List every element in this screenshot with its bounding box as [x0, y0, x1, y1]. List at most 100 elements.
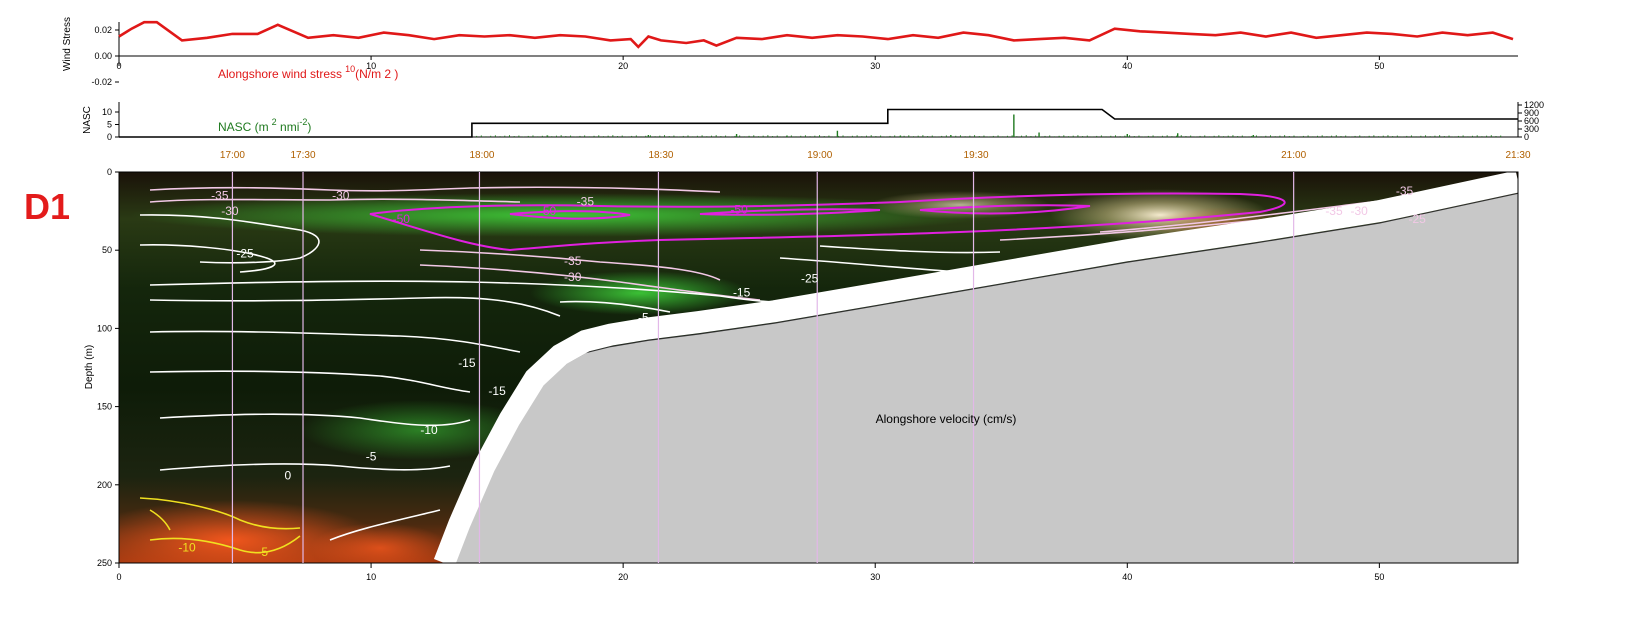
depth-tick-label: 0 [107, 167, 112, 177]
nasc-annotation-sup1: 2 [272, 117, 277, 127]
nasc-right-tick-label: 900 [1524, 108, 1539, 118]
nasc-right-tick-label: 600 [1524, 116, 1539, 126]
section-y-label: Depth (m) [84, 345, 95, 389]
contour-label: -50 [539, 204, 557, 218]
wind-annotation: Alongshore wind stress 10(N/m 2 ) [218, 64, 398, 81]
nasc-annotation-sup2: -2 [299, 117, 307, 127]
nasc-right-tick-label: 1200 [1524, 100, 1544, 110]
vertical-markers [231, 172, 1295, 563]
contour-magenta-4 [919, 204, 1091, 215]
section-frame [118, 171, 1519, 564]
nasc-y-tick-label: 0 [107, 132, 112, 142]
contour-white-2 [139, 244, 276, 273]
wind-x-tick-label: 30 [870, 61, 880, 71]
distance-tick-label: 50 [1374, 572, 1384, 582]
seafloor-white-band [433, 172, 1518, 563]
distance-tick-label: 30 [870, 572, 880, 582]
contour-labels: -35 -30-30-25-35-50-50 -50-35-30 -25-20-15-… [178, 184, 1426, 559]
time-labels: 17:00 17:30 18:00 18:30 19:00 19:30 21:00 21:30 [220, 150, 1531, 161]
nasc-annotation-mid: nmi [277, 120, 300, 134]
contour-white-3 [149, 280, 841, 304]
contour-label: -10 [420, 423, 438, 437]
panel-label: D1 [24, 186, 71, 227]
nasc-annotation-label: NASC (m [218, 120, 269, 134]
contour-label: -25 [801, 271, 819, 285]
contour-label: -15 [488, 384, 506, 398]
contour-magenta-1 [369, 192, 1286, 252]
contour-label: -50 [393, 212, 411, 226]
wind-x-tick-label: 10 [366, 61, 376, 71]
contour-label: -35 [211, 188, 229, 202]
bright-patch-2 [870, 191, 1050, 219]
contour-label: -5 [257, 545, 268, 559]
contour-label: -30 [1351, 204, 1369, 218]
contour-label: -10 [178, 540, 196, 554]
wind-annotation-label: Alongshore wind stress [218, 67, 342, 81]
time-label: 17:30 [290, 150, 315, 161]
contour-white-9 [329, 509, 441, 541]
contour-pink-3 [419, 249, 721, 281]
nasc-y-tick-label: 10 [102, 107, 112, 117]
depth-tick-label: 100 [97, 323, 112, 333]
section-annotation: Alongshore velocity (cm/s) [876, 412, 1017, 426]
contour-white-4 [149, 296, 561, 317]
contour-white-7 [159, 413, 471, 427]
distance-tick-label: 10 [366, 572, 376, 582]
contour-label: -15 [733, 285, 751, 299]
wind-y-label: Wind Stress [62, 17, 73, 71]
contour-label: -35 [577, 195, 595, 209]
contour-white-1 [139, 214, 320, 264]
nasc-y-tick-label: 5 [107, 120, 112, 130]
nasc-y-ticks: 10 5 0 [102, 107, 119, 142]
wind-y-tick-label: 0.00 [94, 51, 112, 61]
time-label: 19:30 [964, 150, 989, 161]
depth-tick-label: 50 [102, 245, 112, 255]
scattering-layer-green [130, 193, 990, 237]
wind-y-ticks: 0.02 0.00 -0.02 [91, 25, 119, 87]
time-label: 18:00 [469, 150, 494, 161]
contour-white-10 [559, 300, 671, 313]
contour-white-6 [149, 370, 471, 393]
distance-tick-label: 40 [1122, 572, 1132, 582]
nasc-spikes [471, 114, 1502, 137]
wind-y-tick-label: 0.02 [94, 25, 112, 35]
contour-magenta-3 [699, 208, 881, 216]
contour-magenta-2 [509, 210, 631, 220]
nasc-annotation-end: ) [307, 120, 311, 134]
contour-white-11 [779, 257, 961, 273]
contour-label: 0 [285, 468, 292, 482]
contour-label: -25 [236, 246, 254, 260]
nasc-right-tick-label: 300 [1524, 124, 1539, 134]
nasc-annotation: NASC (m 2 nmi-2) [218, 117, 311, 134]
distance-tick-label: 20 [618, 572, 628, 582]
depth-tick-label: 200 [97, 480, 112, 490]
wind-y-tick-label: -0.02 [91, 77, 112, 87]
contour-label: -35 [1396, 184, 1414, 198]
distance-tick-label: 0 [116, 572, 121, 582]
time-label: 21:00 [1281, 150, 1306, 161]
time-label: 21:30 [1505, 150, 1530, 161]
contour-pink-1 [149, 186, 721, 193]
contour-label: -30 [221, 204, 239, 218]
contour-label: -5 [638, 310, 649, 324]
contour-yellow-2 [149, 535, 301, 554]
time-label: 18:30 [648, 150, 673, 161]
section-y-ticks: 0 50 100 150 200 250 [97, 167, 119, 568]
contour-label: -15 [458, 356, 476, 370]
depth-tick-label: 250 [97, 558, 112, 568]
wind-stress-line [118, 20, 1514, 49]
wind-annotation-unit: (N/m 2 ) [355, 67, 398, 81]
contour-label: -30 [564, 270, 582, 284]
depth-tick-label: 150 [97, 402, 112, 412]
scattering-layer-green-2 [530, 271, 750, 315]
wind-annotation-sup: 10 [345, 64, 355, 74]
wind-panel: Wind Stress 0.02 0.00 -0.02 0 10 20 30 40 50 Al… [62, 17, 1518, 87]
wind-x-tick-label: 0 [116, 61, 121, 71]
contour-white-8 [159, 463, 451, 471]
nasc-step-line [119, 108, 1518, 138]
wind-x-tick-label: 50 [1374, 61, 1384, 71]
contour-label: -30 [332, 188, 350, 202]
nasc-right-tick-label: 0 [1524, 132, 1529, 142]
